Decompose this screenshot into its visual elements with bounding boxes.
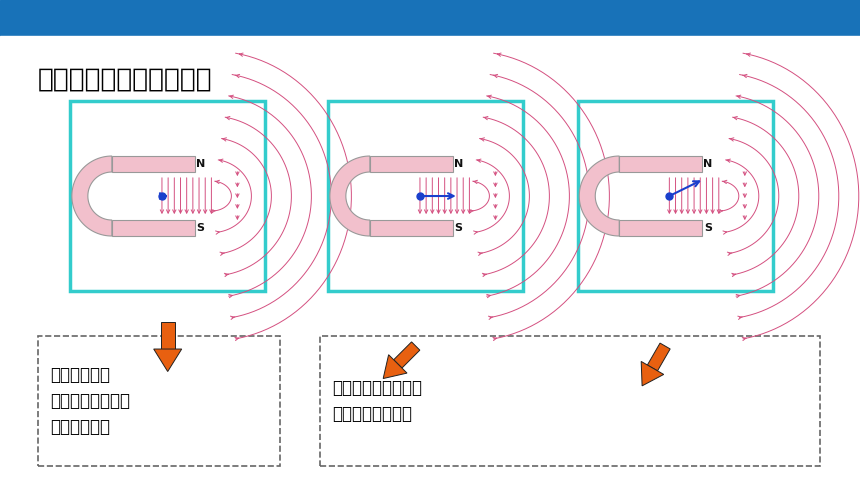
Polygon shape bbox=[580, 156, 619, 236]
Polygon shape bbox=[384, 355, 407, 378]
Bar bbox=[619, 156, 702, 172]
Polygon shape bbox=[72, 156, 112, 236]
Text: N: N bbox=[703, 159, 712, 169]
Bar bbox=[370, 156, 452, 172]
Text: S: S bbox=[454, 223, 463, 233]
Polygon shape bbox=[642, 362, 664, 386]
Text: 导体没有做切
割磁感线运动，没
有电流产生。: 导体没有做切 割磁感线运动，没 有电流产生。 bbox=[50, 365, 130, 437]
Text: 一、什么情况下磁能生电: 一、什么情况下磁能生电 bbox=[38, 66, 212, 92]
Bar bbox=[0, 0, 860, 36]
Bar bbox=[329, 101, 523, 291]
Polygon shape bbox=[154, 349, 181, 372]
Bar bbox=[71, 101, 265, 291]
Bar bbox=[161, 321, 175, 349]
Bar bbox=[0, 36, 860, 39]
Polygon shape bbox=[330, 156, 370, 236]
Bar bbox=[619, 220, 702, 236]
Text: N: N bbox=[454, 159, 463, 169]
Bar bbox=[112, 220, 194, 236]
Text: 导体做切割磁感线运
动，有电流产生。: 导体做切割磁感线运 动，有电流产生。 bbox=[332, 379, 422, 423]
Bar bbox=[578, 101, 772, 291]
Polygon shape bbox=[648, 343, 670, 371]
Text: S: S bbox=[703, 223, 712, 233]
Bar bbox=[112, 156, 194, 172]
Polygon shape bbox=[394, 342, 420, 368]
Bar bbox=[370, 220, 452, 236]
Bar bbox=[38, 336, 280, 466]
Text: S: S bbox=[196, 223, 205, 233]
Text: N: N bbox=[196, 159, 205, 169]
Bar bbox=[320, 336, 820, 466]
